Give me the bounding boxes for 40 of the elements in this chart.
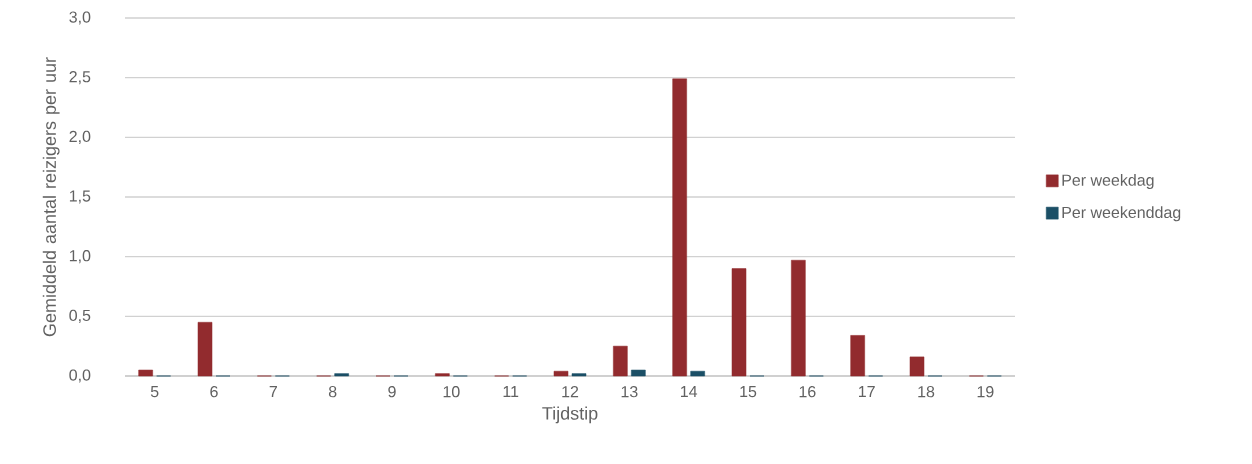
bar bbox=[334, 373, 349, 377]
y-tick-label: 0,5 bbox=[69, 309, 91, 323]
x-tick-label: 19 bbox=[977, 386, 994, 398]
x-tick-label: 5 bbox=[150, 386, 159, 398]
bar bbox=[731, 268, 747, 377]
x-tick-label: 9 bbox=[388, 386, 396, 398]
x-tick-label: 14 bbox=[680, 386, 698, 398]
bar bbox=[672, 78, 687, 377]
y-tick-label: 2,5 bbox=[69, 71, 91, 85]
x-axis-title: Tijdstip bbox=[542, 406, 598, 424]
y-tick-label: 2,0 bbox=[69, 130, 91, 144]
x-tick-label: 15 bbox=[740, 386, 757, 398]
x-tick-label: 13 bbox=[621, 386, 638, 398]
y-tick-label: 0,0 bbox=[69, 369, 91, 383]
x-tick-label: 6 bbox=[210, 386, 218, 398]
legend-label: Per weekdag bbox=[1062, 174, 1154, 189]
x-tick-label: 11 bbox=[503, 386, 519, 398]
y-tick-label: 3,0 bbox=[69, 11, 91, 25]
x-tick-label: 10 bbox=[443, 386, 460, 398]
bar bbox=[909, 356, 925, 377]
x-tick-label: 17 bbox=[858, 386, 875, 398]
bar bbox=[571, 373, 587, 377]
x-tick-label: 8 bbox=[328, 386, 337, 398]
x-tick-label: 7 bbox=[269, 386, 277, 398]
legend-label: Per weekenddag bbox=[1062, 206, 1181, 222]
x-tick-label: 12 bbox=[562, 386, 579, 398]
y-tick-label: 1,5 bbox=[69, 190, 91, 204]
bar bbox=[631, 369, 646, 377]
y-axis-title: Gemiddeld aantal reizigers per uur bbox=[42, 57, 60, 337]
bar bbox=[435, 373, 450, 377]
bar bbox=[138, 369, 153, 377]
x-tick-label: 16 bbox=[799, 386, 816, 398]
bar bbox=[197, 322, 213, 377]
bar bbox=[690, 370, 705, 377]
y-tick-label: 1,0 bbox=[69, 250, 91, 264]
bar bbox=[850, 335, 865, 377]
x-tick-label: 18 bbox=[918, 386, 935, 398]
bar bbox=[553, 370, 569, 377]
bar bbox=[613, 345, 628, 377]
bar bbox=[791, 259, 806, 377]
